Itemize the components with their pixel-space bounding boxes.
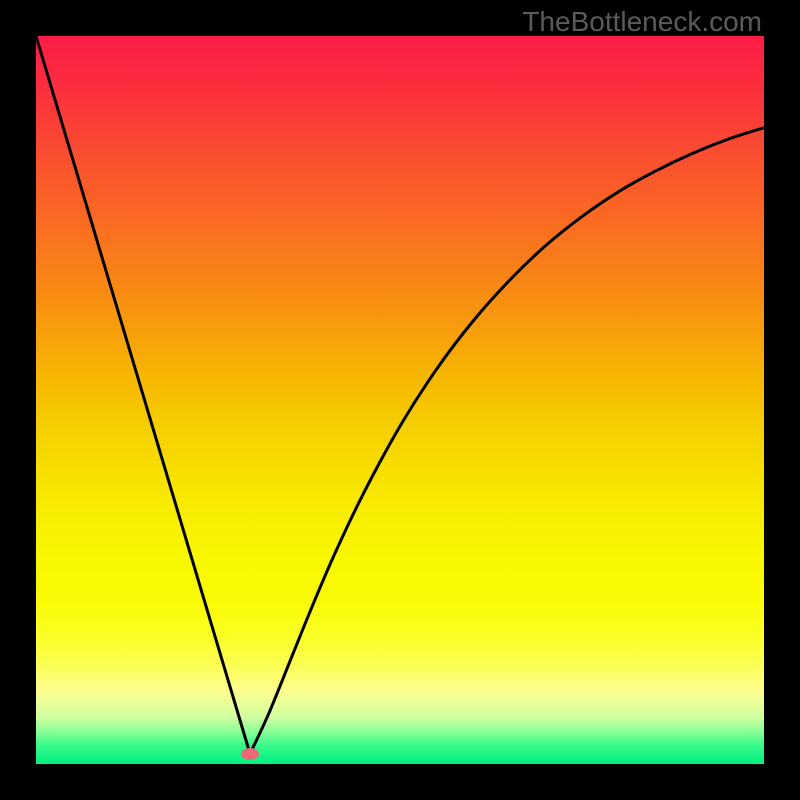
bottleneck-curve (36, 36, 764, 754)
canvas: TheBottleneck.com (0, 0, 800, 800)
minimum-marker (241, 748, 259, 760)
watermark-text: TheBottleneck.com (522, 6, 762, 38)
plot-area (36, 36, 764, 764)
curve-svg (36, 36, 764, 764)
